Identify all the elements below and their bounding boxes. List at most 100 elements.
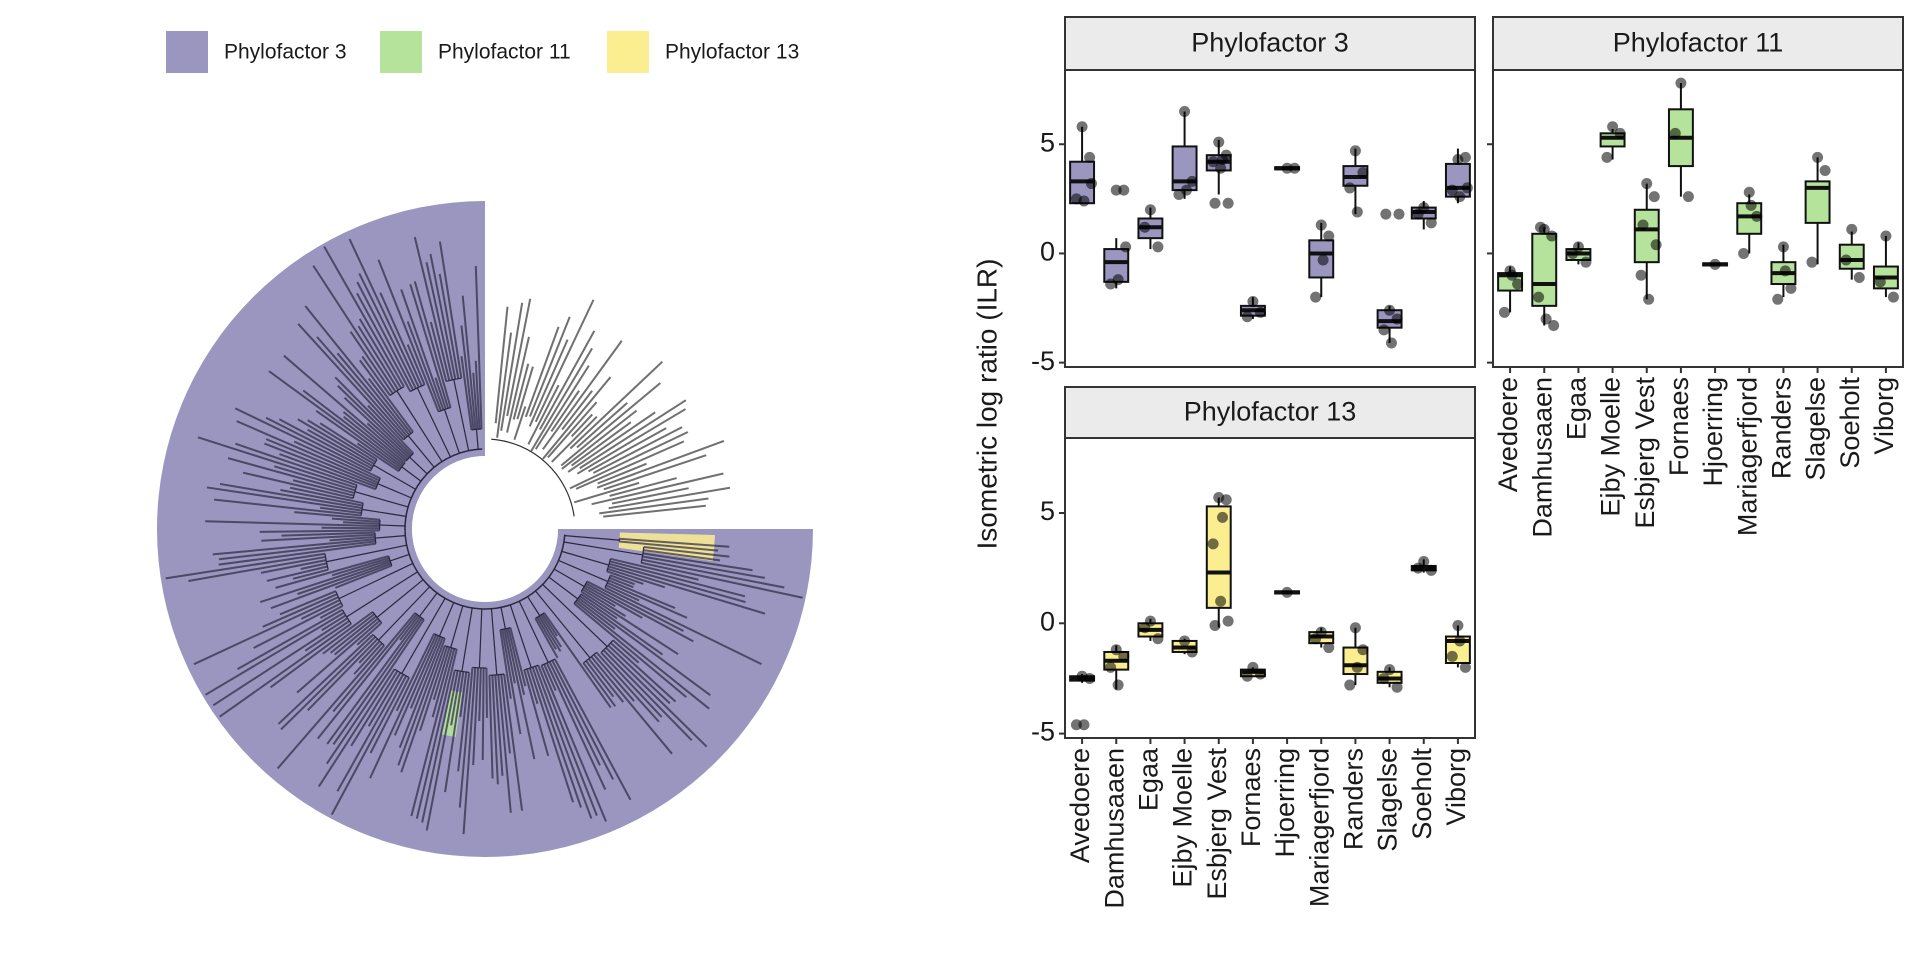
data-point <box>1391 681 1403 693</box>
branch <box>415 648 458 819</box>
branch <box>507 627 526 696</box>
branch <box>401 466 422 482</box>
branch <box>491 675 499 785</box>
branch <box>534 365 590 450</box>
branch <box>534 665 593 819</box>
branch <box>561 409 638 470</box>
data-point <box>1601 151 1613 163</box>
data-point <box>1180 184 1192 196</box>
data-point <box>1743 186 1755 198</box>
branch <box>475 429 479 450</box>
branch <box>337 385 412 458</box>
branch <box>461 295 477 430</box>
x-tick-label: Esbjerg Vest <box>1202 748 1232 900</box>
branch <box>574 600 710 710</box>
branch <box>612 639 640 664</box>
branch <box>297 418 375 465</box>
branch <box>316 613 418 740</box>
branch <box>396 390 443 462</box>
branch <box>354 491 409 508</box>
data-point <box>1635 269 1647 281</box>
branch <box>235 442 358 487</box>
branch <box>590 656 673 755</box>
data-point <box>1078 195 1090 207</box>
data-point <box>1222 615 1234 627</box>
branch <box>551 416 598 463</box>
branch <box>358 273 417 389</box>
branch <box>641 558 785 589</box>
branch <box>608 579 676 609</box>
branch <box>312 265 397 393</box>
branch <box>307 419 377 463</box>
data-point <box>1738 247 1750 259</box>
branch <box>530 347 593 452</box>
branch <box>353 642 383 675</box>
branch <box>356 442 400 472</box>
branch <box>218 540 376 561</box>
branch <box>429 253 457 380</box>
legend-swatch <box>380 31 422 73</box>
data-point <box>1357 644 1369 656</box>
branch <box>401 598 446 674</box>
branch <box>323 246 405 388</box>
branch <box>193 596 339 666</box>
branch <box>334 617 379 656</box>
x-tick-label: Randers <box>1767 377 1797 479</box>
branch <box>606 581 688 619</box>
branch <box>358 318 402 389</box>
branch <box>558 559 609 583</box>
branch <box>356 281 414 391</box>
branch <box>573 602 687 698</box>
data-point <box>1643 293 1655 305</box>
branch <box>280 488 363 507</box>
data-point <box>1648 191 1660 203</box>
branch <box>497 674 512 813</box>
data-point <box>1213 136 1225 148</box>
data-point <box>1446 184 1458 196</box>
branch <box>575 440 685 490</box>
clade-highlight <box>157 201 813 857</box>
data-point <box>1357 167 1369 179</box>
branch <box>212 617 349 707</box>
data-point <box>1351 206 1363 218</box>
branch <box>450 671 462 726</box>
data-point <box>1112 679 1124 691</box>
data-point <box>1669 127 1681 139</box>
y-tick-label: 0 <box>1040 237 1055 267</box>
branch <box>461 607 473 672</box>
branch <box>319 604 344 619</box>
branch <box>542 584 608 648</box>
branch <box>527 596 541 617</box>
branch <box>609 477 677 497</box>
panel <box>1064 437 1476 739</box>
branch <box>292 479 355 497</box>
branch <box>518 601 549 663</box>
branch <box>561 550 609 566</box>
branch <box>270 562 392 610</box>
x-tick-label: Viborg <box>1869 377 1899 455</box>
data-point <box>1745 199 1757 211</box>
data-point <box>1105 661 1117 673</box>
branch <box>509 627 527 687</box>
branch <box>300 562 327 570</box>
branch <box>642 552 753 572</box>
branch <box>316 336 407 439</box>
branch <box>537 664 598 816</box>
branch <box>357 325 400 391</box>
x-tick-label: Ejby Moelle <box>1168 748 1198 888</box>
x-tick-label: Damhusaaen <box>1099 748 1129 909</box>
data-point <box>1512 278 1524 290</box>
facet-title: Phylofactor 3 <box>1191 28 1349 58</box>
data-point <box>1806 256 1818 268</box>
facet-strip <box>1492 16 1904 71</box>
branch <box>434 377 447 410</box>
branch <box>597 462 647 485</box>
branch <box>611 487 689 505</box>
x-tick-label: Damhusaaen <box>1527 377 1557 538</box>
branch <box>569 431 689 490</box>
data-point <box>1209 620 1221 631</box>
branch <box>505 628 536 760</box>
data-point <box>1446 650 1458 662</box>
branch <box>219 482 363 510</box>
branch <box>560 382 661 467</box>
